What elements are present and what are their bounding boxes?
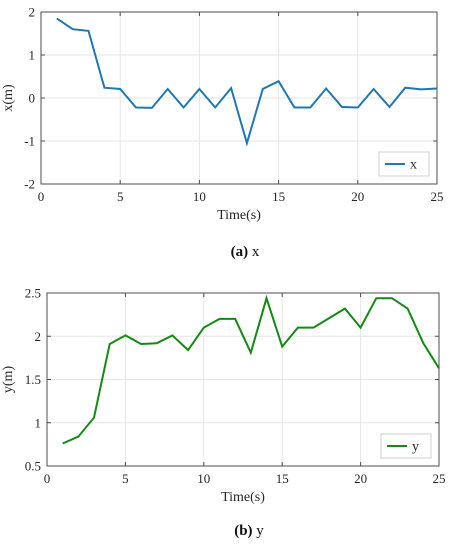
y-tick-label: 2 <box>29 5 36 20</box>
y-tick-label: 0 <box>29 91 36 106</box>
y-axis-label: y(m) <box>1 366 16 394</box>
y-axis-label: x(m) <box>1 84 16 112</box>
figure-caption: (a) x <box>231 244 260 260</box>
series-line-x <box>56 17 438 147</box>
x-tick-label: 20 <box>351 189 364 204</box>
y-tick-label: 1.5 <box>25 372 41 387</box>
x-tick-label: 0 <box>38 189 45 204</box>
legend-label: x <box>410 158 417 173</box>
x-tick-label: 25 <box>433 471 446 486</box>
x-axis-label: Time(s) <box>221 490 265 505</box>
y-tick-label: 1 <box>35 415 42 430</box>
series-line-y <box>62 294 440 445</box>
x-tick-label: 15 <box>272 189 285 204</box>
x-tick-label: 25 <box>431 189 444 204</box>
y-tick-label: -1 <box>24 134 35 149</box>
x-tick-label: 15 <box>276 471 289 486</box>
y-tick-label: -2 <box>24 177 35 192</box>
legend-label: y <box>412 440 419 455</box>
x-tick-label: 0 <box>44 471 51 486</box>
figure-caption: (b) y <box>234 523 264 539</box>
y-tick-label: 0.5 <box>25 459 41 474</box>
y-tick-label: 2 <box>35 329 42 344</box>
y-tick-label: 1 <box>29 48 36 63</box>
x-tick-label: 5 <box>122 471 129 486</box>
caption-text: x <box>248 244 260 260</box>
x-tick-label: 10 <box>197 471 210 486</box>
caption-label: (b) <box>234 523 252 539</box>
x-tick-label: 10 <box>193 189 206 204</box>
x-tick-label: 20 <box>354 471 367 486</box>
caption-text: y <box>253 523 265 539</box>
caption-label: (a) <box>231 244 249 260</box>
x-tick-label: 5 <box>117 189 124 204</box>
y-tick-label: 2.5 <box>25 286 41 301</box>
x-axis-label: Time(s) <box>217 208 261 223</box>
